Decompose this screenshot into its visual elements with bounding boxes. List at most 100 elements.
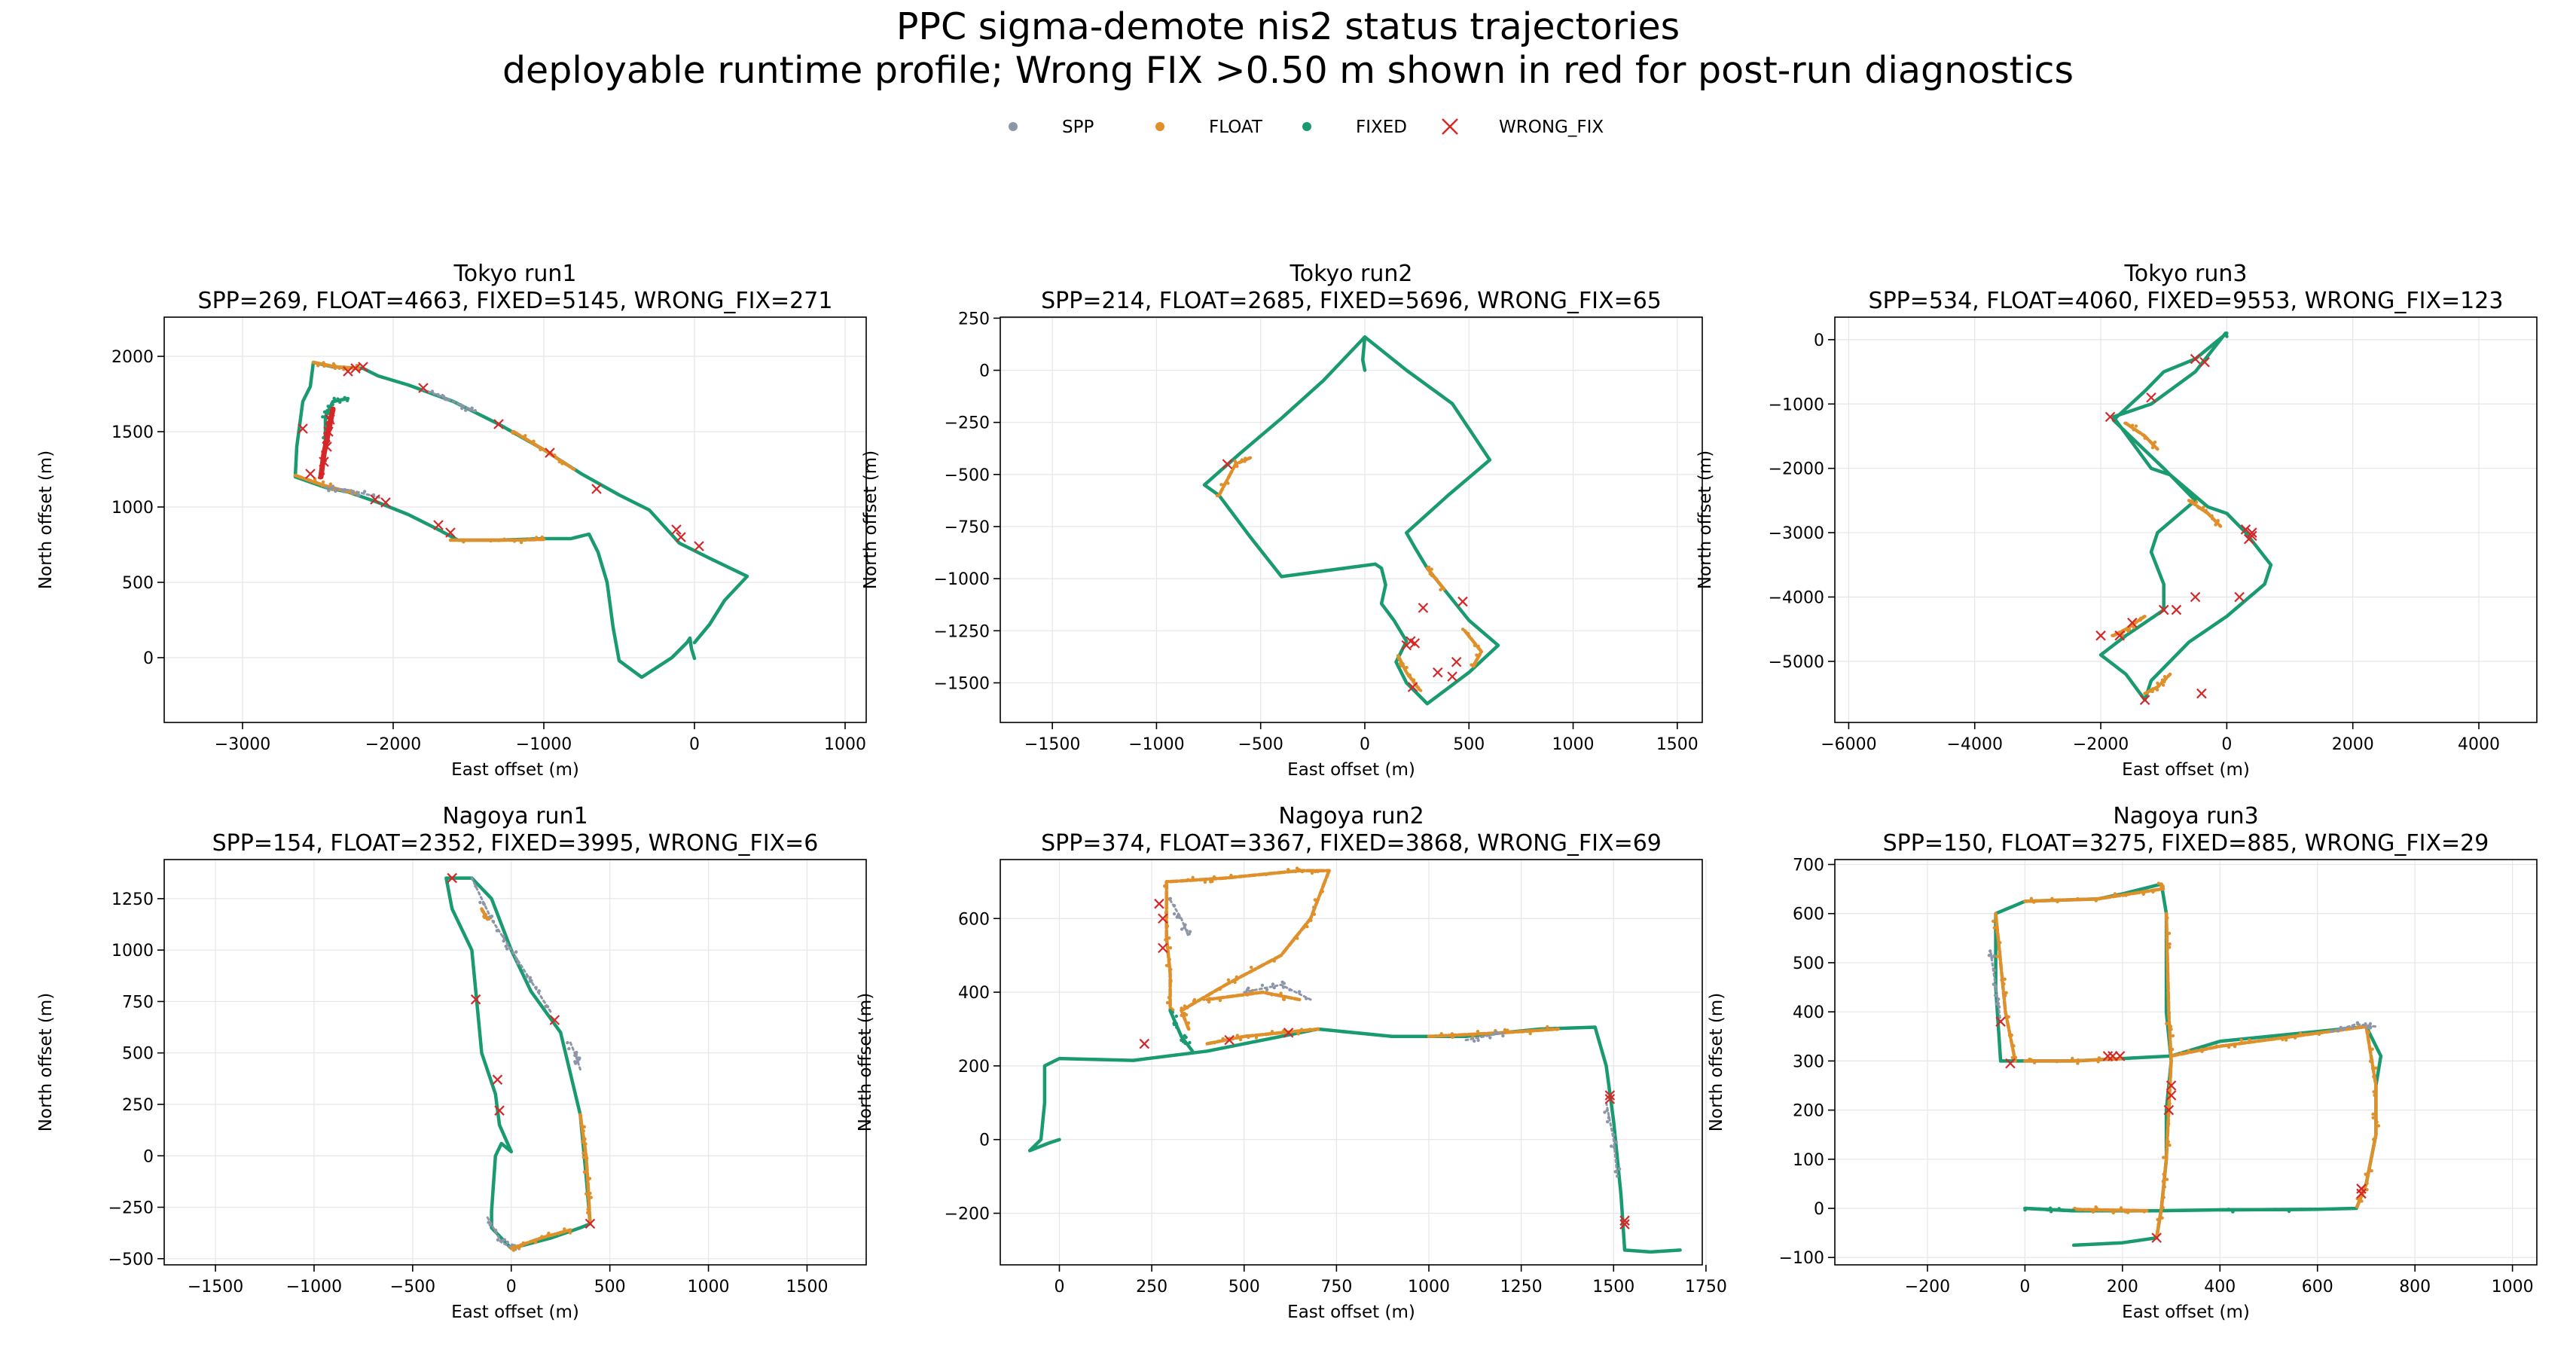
point-spp [525,975,529,979]
point-float [2210,514,2214,518]
wrong-fix-marker [298,423,308,434]
wrong-fix-marker [2243,533,2254,545]
y-tick-label: 700 [1793,857,1824,875]
point-float [1279,991,1283,995]
axes-frame [1000,859,1703,1266]
point-spp [464,408,468,412]
point-fixed [1170,1010,1175,1015]
point-fixed [326,405,330,408]
legend-label-wrong-fix: WRONG_FIX [1499,118,1604,137]
point-float [2156,881,2160,885]
panel-subtitle: SPP=534, FLOAT=4060, FIXED=9553, WRONG_F… [1869,288,2504,314]
wrong-fix-marker [545,447,555,458]
x-tick-label: 1500 [1592,1278,1634,1296]
y-tick-label: −5000 [1769,653,1824,672]
y-tick-label: 0 [979,1132,990,1150]
point-float [2134,424,2138,428]
point-float [519,540,523,545]
point-float [1266,991,1271,995]
point-float [2166,1140,2171,1144]
point-float [1232,466,1236,469]
point-float [2127,628,2132,631]
point-float [532,439,536,443]
point-float [1203,880,1207,884]
point-float [1245,457,1249,461]
y-tick-label: 1000 [111,499,154,518]
point-float [1470,663,1473,667]
point-float [2187,1049,2191,1052]
point-spp [1172,904,1177,908]
axes-frame [163,859,867,1266]
point-float [2200,1049,2204,1053]
point-float [1309,918,1313,923]
point-spp [436,392,440,396]
point-float [2141,615,2146,619]
wrong-fix-marker [1224,1034,1235,1046]
point-float [2165,1177,2169,1181]
point-float [557,1232,560,1235]
y-tick-label: 1500 [111,423,154,442]
wrong-fix-marker [1619,1219,1630,1229]
wrong-fix-marker [2190,591,2201,603]
point-float [2371,1112,2375,1116]
point-float [2162,1196,2165,1199]
point-float [2168,1101,2172,1106]
point-float [2370,1169,2373,1173]
point-float [1270,1030,1274,1034]
x-tick-label: 0 [506,1278,517,1296]
point-float [1186,878,1190,882]
point-float [1450,1032,1454,1036]
point-float [1451,1035,1454,1040]
point-float [1992,926,1996,930]
point-spp [544,1004,548,1009]
y-tick-label: 100 [1793,1151,1824,1170]
point-float [2214,1044,2219,1048]
point-fixed [2231,1210,2235,1214]
point-float [2157,684,2161,688]
wrong-fix-marker [1604,1090,1616,1101]
point-float [333,364,337,368]
point-float [2168,942,2172,946]
point-spp [1172,912,1177,916]
point-float [563,1227,566,1231]
segment-spp [1243,983,1312,1001]
point-float [1308,1028,1312,1031]
point-float [2162,1156,2165,1159]
x-axis-label: East offset (m) [1287,1303,1415,1322]
point-float [2086,1208,2091,1211]
segment-spp [422,388,478,414]
point-float [1186,1021,1191,1025]
point-float [2123,421,2127,425]
point-fixed [1184,1035,1188,1040]
point-fixed [331,402,334,407]
point-spp [502,939,505,943]
point-float [1202,997,1206,1001]
wrong-fix-marker [2114,1051,2126,1061]
x-tick-label: 200 [2107,1278,2138,1296]
point-spp [1281,985,1286,989]
point-float [2094,1205,2098,1209]
y-tick-label: 0 [1814,1200,1824,1219]
point-float [1476,1030,1480,1034]
point-spp [1992,982,1995,986]
x-tick-label: 1000 [2492,1278,2534,1296]
point-wrong-fix [331,408,336,412]
x-tick-label: 1000 [1408,1278,1450,1296]
wrong-fix-marker [1283,1028,1294,1038]
panel-subtitle: SPP=154, FLOAT=2352, FIXED=3995, WRONG_F… [212,830,819,857]
point-fixed [1180,1038,1183,1043]
point-float [1475,653,1479,657]
point-float [2080,1058,2084,1062]
point-float [2202,505,2205,509]
plot-area [1027,866,1682,1254]
point-spp [491,920,496,924]
point-float [2372,1074,2376,1079]
point-spp [1612,1133,1616,1137]
point-spp [327,489,331,493]
point-float [563,462,566,466]
point-float [1322,882,1326,886]
point-float [560,462,564,466]
point-spp [1280,980,1284,984]
point-float [1408,673,1412,677]
